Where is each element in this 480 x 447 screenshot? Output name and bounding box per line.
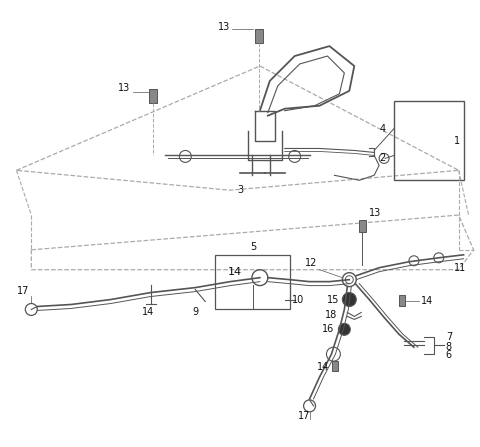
Text: 17: 17: [17, 286, 30, 295]
Bar: [394, 101, 464, 180]
Text: 12: 12: [305, 258, 317, 268]
Bar: [255, 29, 263, 43]
Text: 14: 14: [143, 308, 155, 317]
Text: 16: 16: [322, 325, 335, 334]
Bar: [333, 361, 338, 371]
Text: 9: 9: [192, 308, 198, 317]
Text: 4: 4: [379, 123, 385, 134]
Text: 7: 7: [446, 332, 452, 342]
Circle shape: [338, 323, 350, 335]
Text: 17: 17: [299, 411, 311, 421]
Text: 1: 1: [454, 135, 460, 146]
Text: 13: 13: [369, 208, 382, 218]
Circle shape: [342, 293, 356, 307]
Text: 2: 2: [379, 153, 385, 164]
Bar: [359, 220, 366, 232]
Text: 13: 13: [119, 83, 131, 93]
Bar: [215, 255, 290, 309]
Text: 11: 11: [454, 263, 466, 273]
Text: 14: 14: [317, 362, 329, 372]
Text: 8: 8: [446, 342, 452, 352]
Text: 15: 15: [327, 295, 339, 304]
Text: 14: 14: [421, 295, 433, 305]
Text: 5: 5: [250, 242, 256, 252]
Text: 13: 13: [218, 22, 230, 32]
Text: 3: 3: [237, 185, 243, 195]
Bar: [149, 89, 156, 103]
Text: 14: 14: [228, 267, 242, 277]
Text: 10: 10: [292, 295, 304, 304]
Text: 18: 18: [325, 310, 337, 320]
Text: 6: 6: [446, 350, 452, 360]
Bar: [399, 295, 405, 307]
